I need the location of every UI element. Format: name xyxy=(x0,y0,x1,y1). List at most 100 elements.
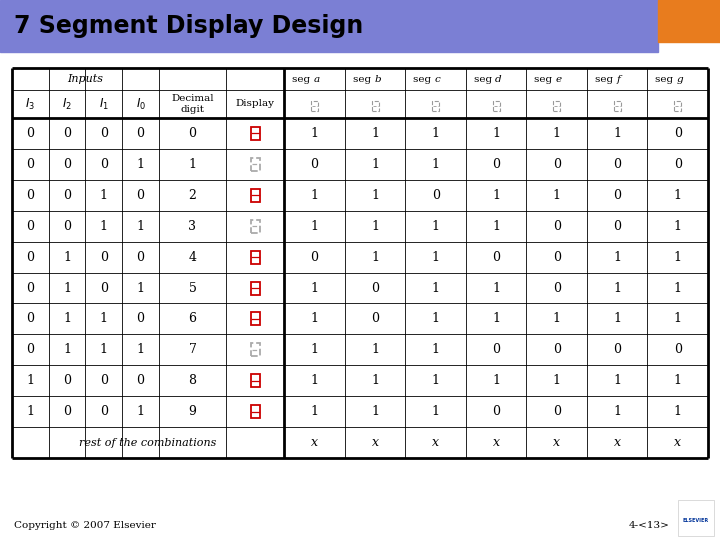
Bar xyxy=(251,127,260,140)
Text: 1: 1 xyxy=(492,127,500,140)
Text: 0: 0 xyxy=(63,405,71,418)
Text: g: g xyxy=(677,75,683,84)
Text: b: b xyxy=(374,75,381,84)
Text: a: a xyxy=(314,75,320,84)
Text: 1: 1 xyxy=(310,374,319,387)
Text: 0: 0 xyxy=(27,158,35,171)
Text: x: x xyxy=(553,436,560,449)
Text: seg: seg xyxy=(474,75,495,84)
Text: 0: 0 xyxy=(310,251,319,264)
Text: 1: 1 xyxy=(100,189,108,202)
Text: 0: 0 xyxy=(100,127,108,140)
Text: 0: 0 xyxy=(613,343,621,356)
Text: 1: 1 xyxy=(189,158,197,171)
Text: seg: seg xyxy=(413,75,435,84)
Text: 1: 1 xyxy=(137,220,145,233)
Text: 1: 1 xyxy=(674,251,682,264)
Text: 1: 1 xyxy=(432,343,440,356)
Text: 0: 0 xyxy=(674,343,682,356)
Text: 0: 0 xyxy=(137,189,145,202)
Text: 0: 0 xyxy=(100,158,108,171)
Text: 0: 0 xyxy=(63,127,71,140)
Text: 9: 9 xyxy=(189,405,197,418)
Text: 1: 1 xyxy=(492,313,500,326)
Bar xyxy=(613,101,621,111)
Text: 1: 1 xyxy=(310,127,319,140)
Text: 1: 1 xyxy=(492,189,500,202)
Text: Display: Display xyxy=(235,99,274,109)
Bar xyxy=(251,251,260,264)
Text: 1: 1 xyxy=(371,374,379,387)
Text: 0: 0 xyxy=(27,189,35,202)
Text: 0: 0 xyxy=(137,127,145,140)
Bar xyxy=(311,101,318,111)
Text: 1: 1 xyxy=(553,127,561,140)
Text: 0: 0 xyxy=(137,313,145,326)
Text: 1: 1 xyxy=(100,313,108,326)
Text: 1: 1 xyxy=(310,313,319,326)
Text: 1: 1 xyxy=(137,343,145,356)
Text: 1: 1 xyxy=(137,405,145,418)
Text: 0: 0 xyxy=(137,374,145,387)
Text: 0: 0 xyxy=(100,405,108,418)
Text: 1: 1 xyxy=(432,220,440,233)
Text: 1: 1 xyxy=(674,313,682,326)
Text: 0: 0 xyxy=(492,405,500,418)
Text: rest of the combinations: rest of the combinations xyxy=(79,437,217,448)
Text: 0: 0 xyxy=(137,251,145,264)
Text: 1: 1 xyxy=(492,374,500,387)
Text: 0: 0 xyxy=(100,281,108,294)
Bar xyxy=(251,158,260,171)
Text: 1: 1 xyxy=(432,313,440,326)
Text: 0: 0 xyxy=(189,127,197,140)
Text: c: c xyxy=(435,75,441,84)
Text: 0: 0 xyxy=(27,251,35,264)
Bar xyxy=(0,0,658,52)
Text: 0: 0 xyxy=(674,158,682,171)
Text: 1: 1 xyxy=(371,127,379,140)
Text: Decimal
digit: Decimal digit xyxy=(171,94,214,114)
Text: 7 Segment Display Design: 7 Segment Display Design xyxy=(14,14,364,38)
Bar xyxy=(251,313,260,326)
Text: 1: 1 xyxy=(674,220,682,233)
Text: 0: 0 xyxy=(27,281,35,294)
Text: 1: 1 xyxy=(371,220,379,233)
Bar xyxy=(251,220,260,233)
Text: x: x xyxy=(372,436,379,449)
Text: 1: 1 xyxy=(100,343,108,356)
Bar xyxy=(432,101,439,111)
Text: x: x xyxy=(674,436,681,449)
Text: seg: seg xyxy=(595,75,616,84)
Text: 6: 6 xyxy=(189,313,197,326)
Text: 0: 0 xyxy=(613,189,621,202)
Text: 1: 1 xyxy=(137,281,145,294)
Text: 8: 8 xyxy=(189,374,197,387)
Text: 1: 1 xyxy=(674,189,682,202)
Text: 1: 1 xyxy=(137,158,145,171)
Text: 0: 0 xyxy=(553,220,561,233)
Text: 1: 1 xyxy=(613,281,621,294)
Text: $I_0$: $I_0$ xyxy=(135,97,145,112)
Text: Inputs: Inputs xyxy=(68,74,104,84)
Bar xyxy=(251,281,260,294)
Text: 1: 1 xyxy=(371,343,379,356)
Text: 1: 1 xyxy=(492,281,500,294)
Text: x: x xyxy=(492,436,500,449)
Text: 7: 7 xyxy=(189,343,197,356)
Text: 0: 0 xyxy=(100,251,108,264)
Text: 0: 0 xyxy=(553,405,561,418)
Text: 5: 5 xyxy=(189,281,197,294)
Text: 0: 0 xyxy=(27,313,35,326)
Text: 1: 1 xyxy=(613,374,621,387)
Text: 1: 1 xyxy=(371,405,379,418)
Text: x: x xyxy=(432,436,439,449)
Text: 1: 1 xyxy=(613,405,621,418)
Text: x: x xyxy=(613,436,621,449)
Text: 1: 1 xyxy=(371,158,379,171)
Text: 1: 1 xyxy=(613,251,621,264)
Text: 0: 0 xyxy=(27,220,35,233)
Text: 1: 1 xyxy=(432,158,440,171)
Text: 1: 1 xyxy=(310,281,319,294)
Text: 1: 1 xyxy=(432,405,440,418)
Text: 0: 0 xyxy=(63,374,71,387)
